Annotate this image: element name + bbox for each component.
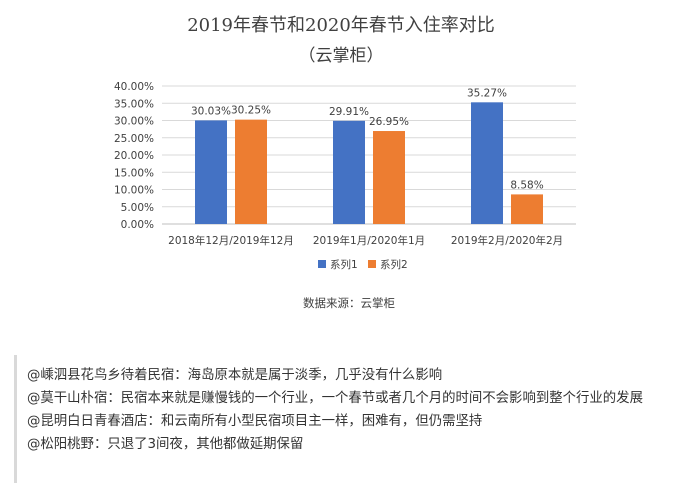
y-tick-label: 15.00% [114,167,154,179]
bar-1 [471,102,503,224]
x-tick-label: 2018年12月/2019年12月 [168,234,294,247]
quote-block: @嵊泗县花鸟乡待着民宿：海岛原本就是属于淡季，几乎没有什么影响 @莫干山朴宿：民… [14,355,674,483]
y-tick-label: 25.00% [114,133,154,145]
x-tick-label: 2019年2月/2020年2月 [451,234,563,247]
x-tick-label: 2019年1月/2020年1月 [313,234,425,247]
y-tick-label: 40.00% [114,81,154,93]
bars [195,102,543,224]
quote-line: @嵊泗县花鸟乡待着民宿：海岛原本就是属于淡季，几乎没有什么影响 [27,368,443,383]
legend-label: 系列1 [330,258,358,271]
legend-swatch [368,260,376,268]
gridlines [162,85,576,225]
y-tick-label: 35.00% [114,98,154,110]
y-tick-label: 10.00% [114,185,154,197]
quote-line: @莫干山朴宿：民宿本来就是赚慢钱的一个行业，一个春节或者几个月的时间不会影响到整… [27,391,643,406]
data-label: 30.03% [191,105,231,117]
y-tick-label: 0.00% [121,219,154,231]
data-label: 35.27% [467,87,507,99]
data-label: 26.95% [369,116,409,128]
y-tick-label: 5.00% [121,202,154,214]
y-tick-label: 20.00% [114,150,154,162]
y-axis-ticks: 0.00% 5.00% 10.00% 15.00% 20.00% 25.00% 30.00%… [114,81,154,231]
data-label: 8.58% [510,179,543,191]
chart-subtitle: （云掌柜） [299,46,384,66]
y-tick-label: 30.00% [114,116,154,128]
legend: 系列1 系列2 [318,258,408,271]
legend-label: 系列2 [380,258,408,271]
quote-line: @昆明白日青春酒店：和云南所有小型民宿项目主一样，困难有，但仍需坚持 [27,414,483,429]
data-label: 30.25% [231,105,271,117]
chart-title: 2019年春节和2020年春节入住率对比 [187,15,495,36]
chart: 2019年春节和2020年春节入住率对比 （云掌柜） 0.00% 5.00% 10.… [114,15,576,310]
bar-2 [235,119,267,224]
bar-2 [373,131,405,224]
bar-1 [333,120,365,224]
quote-line: @松阳桃野：只退了3间夜，其他都做延期保留 [27,437,304,452]
legend-swatch [318,260,326,268]
bar-2 [511,194,543,224]
data-labels: 30.03% 30.25% 29.91%26.95% 35.27% 8.58% [191,87,544,191]
data-label: 29.91% [329,106,369,118]
source-note: 数据来源：云掌柜 [303,296,395,310]
x-axis-ticks: 2018年12月/2019年12月 2019年1月/2020年1月 2019年2月/… [168,234,563,247]
bar-1 [195,120,227,224]
